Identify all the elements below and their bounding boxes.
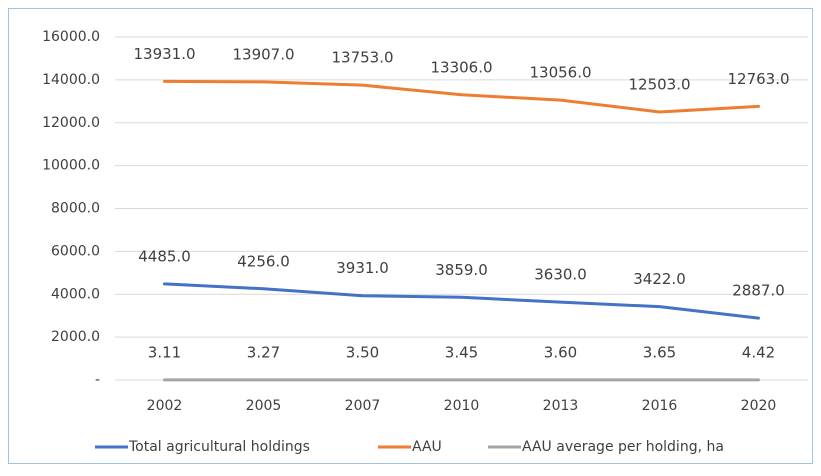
x-tick-label: 2002 bbox=[147, 398, 183, 414]
y-tick-label: 6000.0 bbox=[51, 243, 100, 259]
data-label: 13931.0 bbox=[133, 45, 195, 63]
data-label: 3.50 bbox=[346, 343, 379, 361]
x-tick-label: 2010 bbox=[444, 398, 480, 414]
x-tick-label: 2007 bbox=[345, 398, 381, 414]
data-label: 3.11 bbox=[148, 343, 181, 361]
y-tick-label: - bbox=[95, 372, 100, 388]
data-label: 13907.0 bbox=[232, 45, 294, 63]
y-tick-label: 4000.0 bbox=[51, 286, 100, 302]
y-tick-label: 10000.0 bbox=[42, 158, 100, 174]
x-tick-label: 2020 bbox=[741, 398, 777, 414]
data-label: 3.45 bbox=[445, 343, 478, 361]
x-tick-label: 2013 bbox=[543, 398, 579, 414]
legend-label: Total agricultural holdings bbox=[128, 439, 310, 455]
data-label: 3859.0 bbox=[435, 261, 488, 279]
chart-border bbox=[9, 9, 813, 464]
y-tick-label: 14000.0 bbox=[42, 72, 100, 88]
data-label: 3422.0 bbox=[633, 270, 686, 288]
data-label: 4485.0 bbox=[138, 247, 191, 265]
y-tick-label: 16000.0 bbox=[42, 29, 100, 45]
data-label: 13306.0 bbox=[430, 58, 492, 76]
data-label: 12763.0 bbox=[727, 70, 789, 88]
x-tick-label: 2005 bbox=[246, 398, 282, 414]
data-label: 4256.0 bbox=[237, 252, 290, 270]
y-tick-label: 12000.0 bbox=[42, 115, 100, 131]
data-label: 3.60 bbox=[544, 343, 577, 361]
data-label: 2887.0 bbox=[732, 282, 785, 300]
y-tick-label: 8000.0 bbox=[51, 201, 100, 217]
data-label: 13753.0 bbox=[331, 49, 393, 67]
data-label: 3.27 bbox=[247, 343, 280, 361]
data-label: 13056.0 bbox=[529, 64, 591, 82]
data-label: 3931.0 bbox=[336, 259, 389, 277]
legend-label: AAU bbox=[412, 439, 442, 455]
data-label: 3.65 bbox=[643, 343, 676, 361]
legend-label: AAU average per holding, ha bbox=[522, 439, 724, 455]
data-label: 12503.0 bbox=[628, 75, 690, 93]
x-tick-label: 2016 bbox=[642, 398, 678, 414]
data-label: 3630.0 bbox=[534, 266, 587, 284]
data-label: 4.42 bbox=[742, 343, 775, 361]
y-tick-label: 2000.0 bbox=[51, 329, 100, 345]
